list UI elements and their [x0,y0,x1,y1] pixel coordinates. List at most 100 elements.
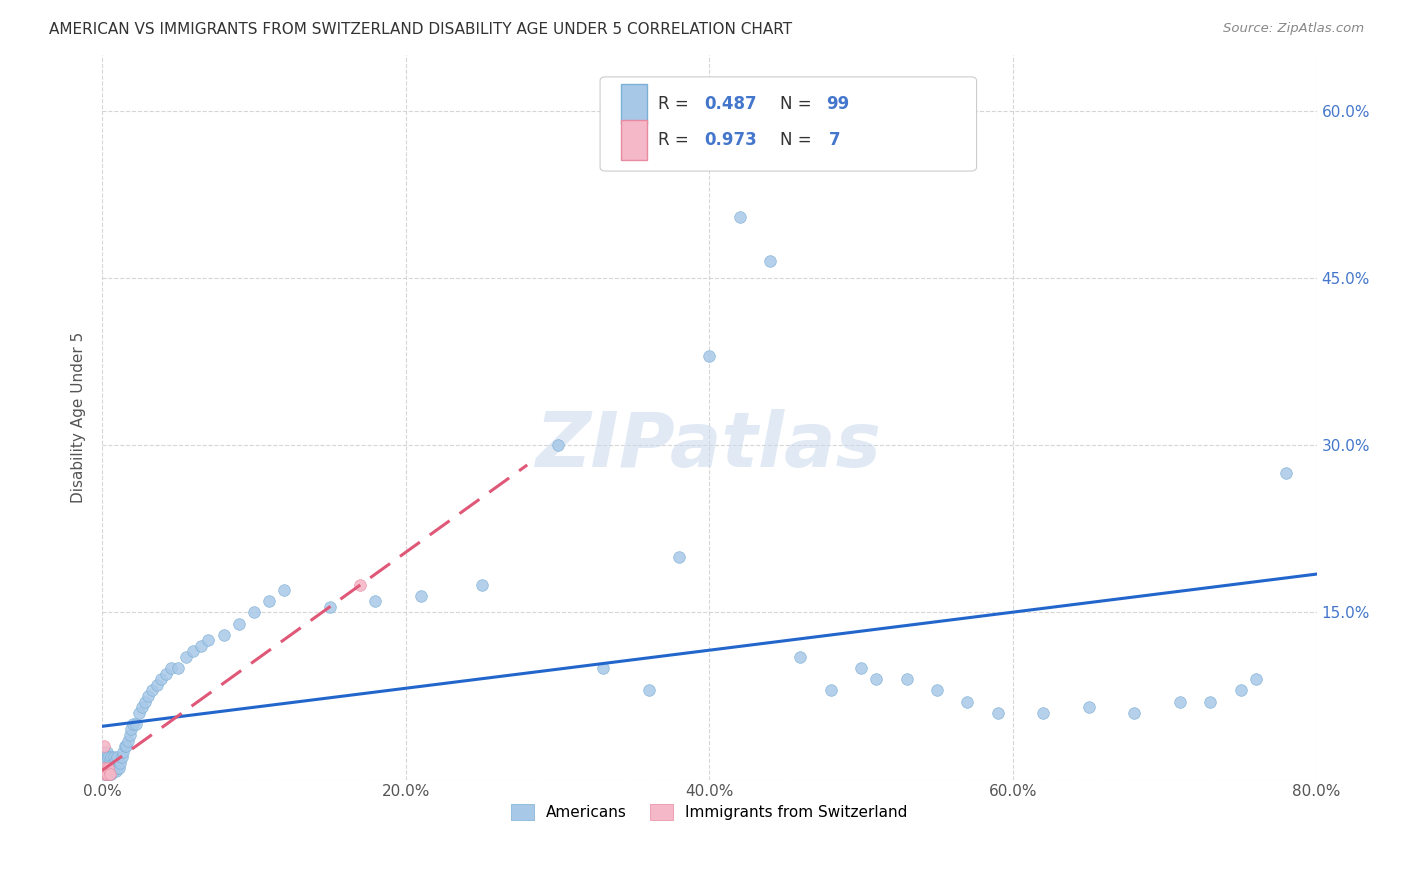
Point [228,616,250,631]
Point [471,577,494,591]
Point [93,762,115,776]
Point [94,756,117,770]
Point [181,644,204,658]
Point [93,762,115,776]
Point [104,764,127,778]
Point [124,717,146,731]
Point [121,717,143,731]
Point [1077,700,1099,714]
Point [98,762,121,776]
Text: 7: 7 [828,131,839,149]
Point [190,639,212,653]
Point [1032,706,1054,720]
Point [110,756,132,770]
Point [131,700,153,714]
Point [100,750,122,764]
Point [96,745,118,759]
Point [547,438,569,452]
Y-axis label: Disability Age Under 5: Disability Age Under 5 [72,332,86,503]
Point [97,750,120,764]
Point [668,549,690,564]
Point [699,349,721,363]
Point [728,210,751,224]
Point [409,589,432,603]
Text: 99: 99 [825,95,849,113]
Point [114,739,136,754]
Point [1199,695,1222,709]
Point [93,767,115,781]
Point [1168,695,1191,709]
Point [118,728,141,742]
Legend: Americans, Immigrants from Switzerland: Americans, Immigrants from Switzerland [505,798,914,826]
Point [115,739,138,754]
Point [94,764,117,778]
Point [159,661,181,675]
Point [197,633,219,648]
Point [150,673,173,687]
Point [96,753,118,767]
Point [104,753,127,767]
Text: R =: R = [658,95,695,113]
Text: N =: N = [780,95,817,113]
Point [100,767,122,781]
Text: Source: ZipAtlas.com: Source: ZipAtlas.com [1223,22,1364,36]
Text: ZIPatlas: ZIPatlas [536,409,883,483]
Point [100,762,122,776]
Point [155,666,177,681]
FancyBboxPatch shape [600,77,977,171]
Point [101,764,124,778]
Text: 0.973: 0.973 [704,131,758,149]
Point [1229,683,1251,698]
Point [364,594,387,608]
Point [94,745,117,759]
Point [134,695,156,709]
Point [94,762,117,776]
Point [103,750,125,764]
Point [592,661,614,675]
Point [273,583,295,598]
Point [96,764,118,778]
Point [105,762,128,776]
Point [93,756,115,770]
Point [849,661,872,675]
Text: N =: N = [780,131,817,149]
Point [759,254,782,268]
Point [97,759,120,773]
Text: R =: R = [658,131,695,149]
Point [101,756,124,770]
Point [141,683,163,698]
Point [94,767,117,781]
Point [98,753,121,767]
Point [167,661,190,675]
Point [243,606,266,620]
Point [93,764,115,778]
Point [94,767,117,781]
Point [212,628,235,642]
Text: 0.487: 0.487 [704,95,758,113]
Point [865,673,887,687]
Point [96,767,118,781]
Point [98,767,121,781]
Point [1244,673,1267,687]
Point [94,750,117,764]
Point [93,750,115,764]
Point [111,750,134,764]
Point [128,706,150,720]
Point [97,764,120,778]
Point [896,673,918,687]
Point [103,764,125,778]
Point [93,739,115,754]
Point [1123,706,1146,720]
Point [97,767,120,781]
Point [319,599,342,614]
Point [789,650,811,665]
Point [146,678,169,692]
Point [93,745,115,759]
Point [117,733,139,747]
Point [257,594,280,608]
FancyBboxPatch shape [620,120,647,160]
Point [136,689,159,703]
Text: AMERICAN VS IMMIGRANTS FROM SWITZERLAND DISABILITY AGE UNDER 5 CORRELATION CHART: AMERICAN VS IMMIGRANTS FROM SWITZERLAND … [49,22,793,37]
Point [112,745,135,759]
Point [349,577,371,591]
